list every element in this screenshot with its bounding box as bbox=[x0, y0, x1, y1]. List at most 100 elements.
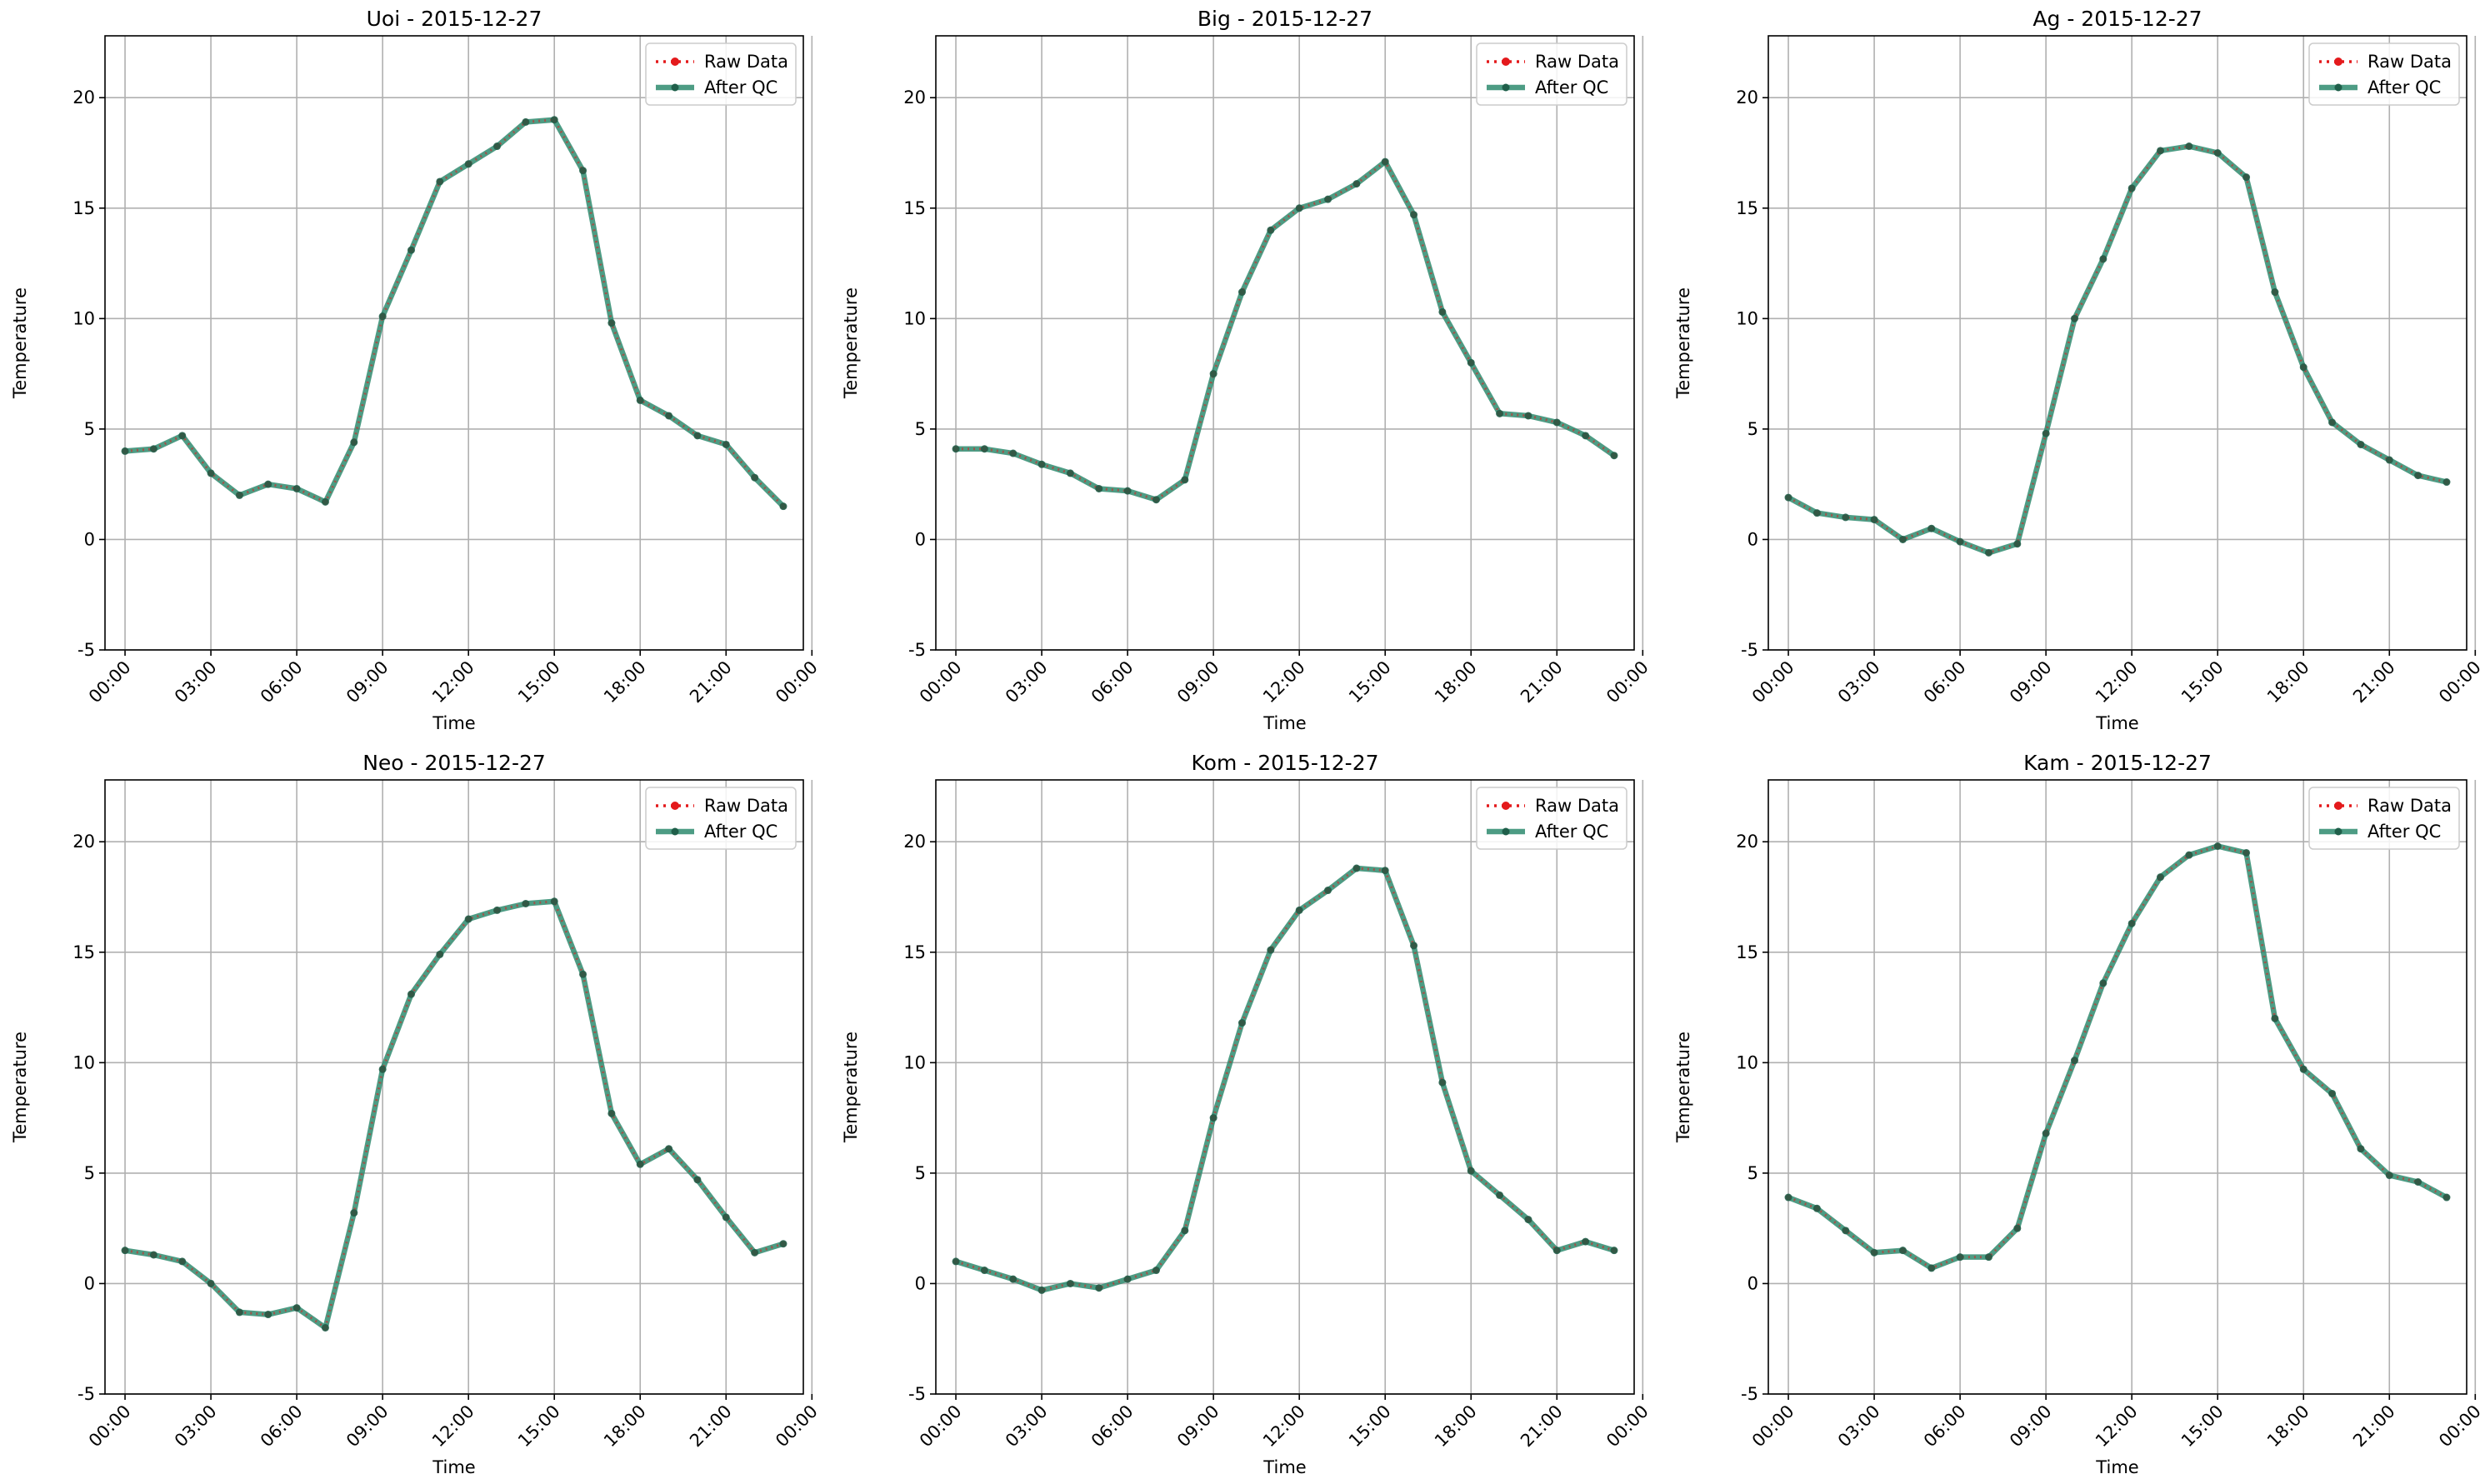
after-qc-point bbox=[2328, 418, 2337, 427]
after-qc-point bbox=[1095, 1284, 1103, 1292]
series-line-raw-data bbox=[955, 867, 1615, 1292]
y-tick-label: 5 bbox=[915, 419, 926, 439]
legend: Raw Data After QC bbox=[2308, 42, 2460, 106]
legend-label-after-qc: After QC bbox=[1535, 77, 1608, 97]
after-qc-point bbox=[751, 473, 759, 482]
after-qc-point bbox=[1410, 211, 1418, 219]
after-qc-point bbox=[1267, 226, 1275, 234]
x-tick-label: 00:00 bbox=[1602, 657, 1652, 707]
after-qc-point bbox=[1123, 487, 1132, 495]
x-tick-label: 12:00 bbox=[1259, 657, 1309, 707]
legend-label-raw-data: Raw Data bbox=[2368, 796, 2452, 816]
y-tick-label: 10 bbox=[72, 1052, 95, 1072]
after-qc-point bbox=[2299, 363, 2308, 372]
legend-label-after-qc: After QC bbox=[704, 822, 778, 842]
after-qc-point bbox=[1095, 484, 1103, 492]
y-tick-label: 15 bbox=[1736, 198, 1758, 218]
x-tick-label: 06:00 bbox=[1920, 1402, 1970, 1452]
y-tick-label: -5 bbox=[78, 640, 95, 660]
after-qc-point bbox=[1038, 460, 1046, 468]
x-tick-label: 18:00 bbox=[600, 1402, 650, 1452]
after-qc-point bbox=[292, 484, 301, 492]
legend-label-raw-data: Raw Data bbox=[1535, 796, 1619, 816]
x-tick-label: 00:00 bbox=[1602, 1402, 1652, 1452]
after-qc-point bbox=[1870, 1248, 1878, 1257]
y-axis-ticks: -5 0 5 10 15 20 bbox=[72, 832, 105, 1404]
after-qc-point bbox=[550, 897, 558, 906]
after-qc-point bbox=[2128, 919, 2136, 927]
x-tick-label: 03:00 bbox=[1002, 657, 1052, 707]
legend-marker-raw-data bbox=[2334, 802, 2342, 810]
x-gridlines bbox=[955, 36, 1644, 650]
after-qc-point bbox=[1496, 1191, 1504, 1199]
after-qc-point bbox=[579, 970, 588, 978]
after-qc-point bbox=[1267, 946, 1275, 954]
chart-panel: 00:00 03:00 06:00 09:00 12:00 15:00 18:00 21:00… bbox=[841, 751, 1652, 1477]
x-tick-label: 15:00 bbox=[514, 657, 564, 707]
after-qc-points bbox=[1784, 842, 2451, 1272]
x-axis-label: Time bbox=[1262, 713, 1306, 733]
legend-label-raw-data: Raw Data bbox=[1535, 52, 1619, 72]
chart-panel: 00:00 03:00 06:00 09:00 12:00 15:00 18:00 21:00… bbox=[841, 7, 1652, 733]
chart-title: Kom - 2015-12-27 bbox=[1192, 751, 1379, 775]
after-qc-point bbox=[207, 469, 215, 477]
after-qc-point bbox=[493, 906, 502, 914]
after-qc-point bbox=[1610, 452, 1618, 460]
after-qc-point bbox=[1956, 537, 1964, 546]
chart-title: Kam - 2015-12-27 bbox=[2023, 751, 2212, 775]
x-tick-label: 09:00 bbox=[2006, 657, 2056, 707]
after-qc-point bbox=[2099, 979, 2108, 987]
after-qc-point bbox=[1352, 864, 1361, 872]
after-qc-point bbox=[2213, 842, 2222, 851]
after-qc-point bbox=[350, 1209, 358, 1217]
after-qc-point bbox=[350, 438, 358, 447]
after-qc-point bbox=[1152, 496, 1160, 504]
x-tick-label: 15:00 bbox=[2178, 657, 2228, 707]
x-tick-label: 15:00 bbox=[1345, 1402, 1395, 1452]
x-tick-label: 00:00 bbox=[2435, 1402, 2485, 1452]
after-qc-point bbox=[407, 990, 415, 998]
series-line-raw-data bbox=[1788, 844, 2448, 1270]
after-qc-point bbox=[779, 502, 788, 511]
plot-area bbox=[105, 780, 803, 1394]
y-tick-label: 5 bbox=[915, 1163, 926, 1183]
x-tick-label: 21:00 bbox=[2349, 657, 2399, 707]
after-qc-point bbox=[1295, 906, 1303, 914]
after-qc-point bbox=[2128, 184, 2136, 192]
x-tick-label: 21:00 bbox=[686, 1402, 736, 1452]
after-qc-point bbox=[2414, 1177, 2422, 1186]
y-tick-label: 5 bbox=[84, 1163, 95, 1183]
plot-frame bbox=[935, 35, 1635, 651]
after-qc-point bbox=[751, 1248, 759, 1257]
plot-frame bbox=[104, 779, 804, 1395]
x-tick-label: 15:00 bbox=[2178, 1402, 2228, 1452]
y-tick-label: 15 bbox=[903, 942, 926, 962]
chart-panel: 00:00 03:00 06:00 09:00 12:00 15:00 18:00 21:00… bbox=[10, 751, 822, 1477]
legend-label-raw-data: Raw Data bbox=[704, 52, 788, 72]
after-qc-point bbox=[980, 445, 988, 453]
x-tick-label: 21:00 bbox=[1517, 1402, 1567, 1452]
after-qc-point bbox=[1524, 1216, 1532, 1224]
after-qc-points bbox=[1784, 142, 2451, 557]
x-axis-ticks: 00:00 03:00 06:00 09:00 12:00 15:00 18:00 21:00… bbox=[916, 1394, 1652, 1451]
x-tick-label: 12:00 bbox=[1259, 1402, 1309, 1452]
legend-marker-after-qc bbox=[1502, 827, 1510, 836]
x-tick-label: 03:00 bbox=[1002, 1402, 1052, 1452]
legend-label-after-qc: After QC bbox=[1535, 822, 1608, 842]
after-qc-point bbox=[722, 1213, 730, 1222]
x-gridlines bbox=[955, 780, 1644, 1394]
y-tick-label: -5 bbox=[1741, 640, 1758, 660]
legend-marker-after-qc bbox=[671, 827, 679, 836]
after-qc-point bbox=[693, 1176, 702, 1184]
after-qc-point bbox=[464, 915, 472, 923]
after-qc-point bbox=[550, 116, 558, 124]
after-qc-point bbox=[2242, 848, 2251, 857]
after-qc-point bbox=[779, 1240, 788, 1248]
after-qc-point bbox=[2271, 1014, 2279, 1022]
legend: Raw Data After QC bbox=[645, 787, 797, 850]
x-tick-label: 03:00 bbox=[1834, 657, 1884, 707]
after-qc-point bbox=[1381, 867, 1389, 875]
series-line-raw-data bbox=[124, 118, 785, 507]
after-qc-point bbox=[178, 1257, 187, 1266]
